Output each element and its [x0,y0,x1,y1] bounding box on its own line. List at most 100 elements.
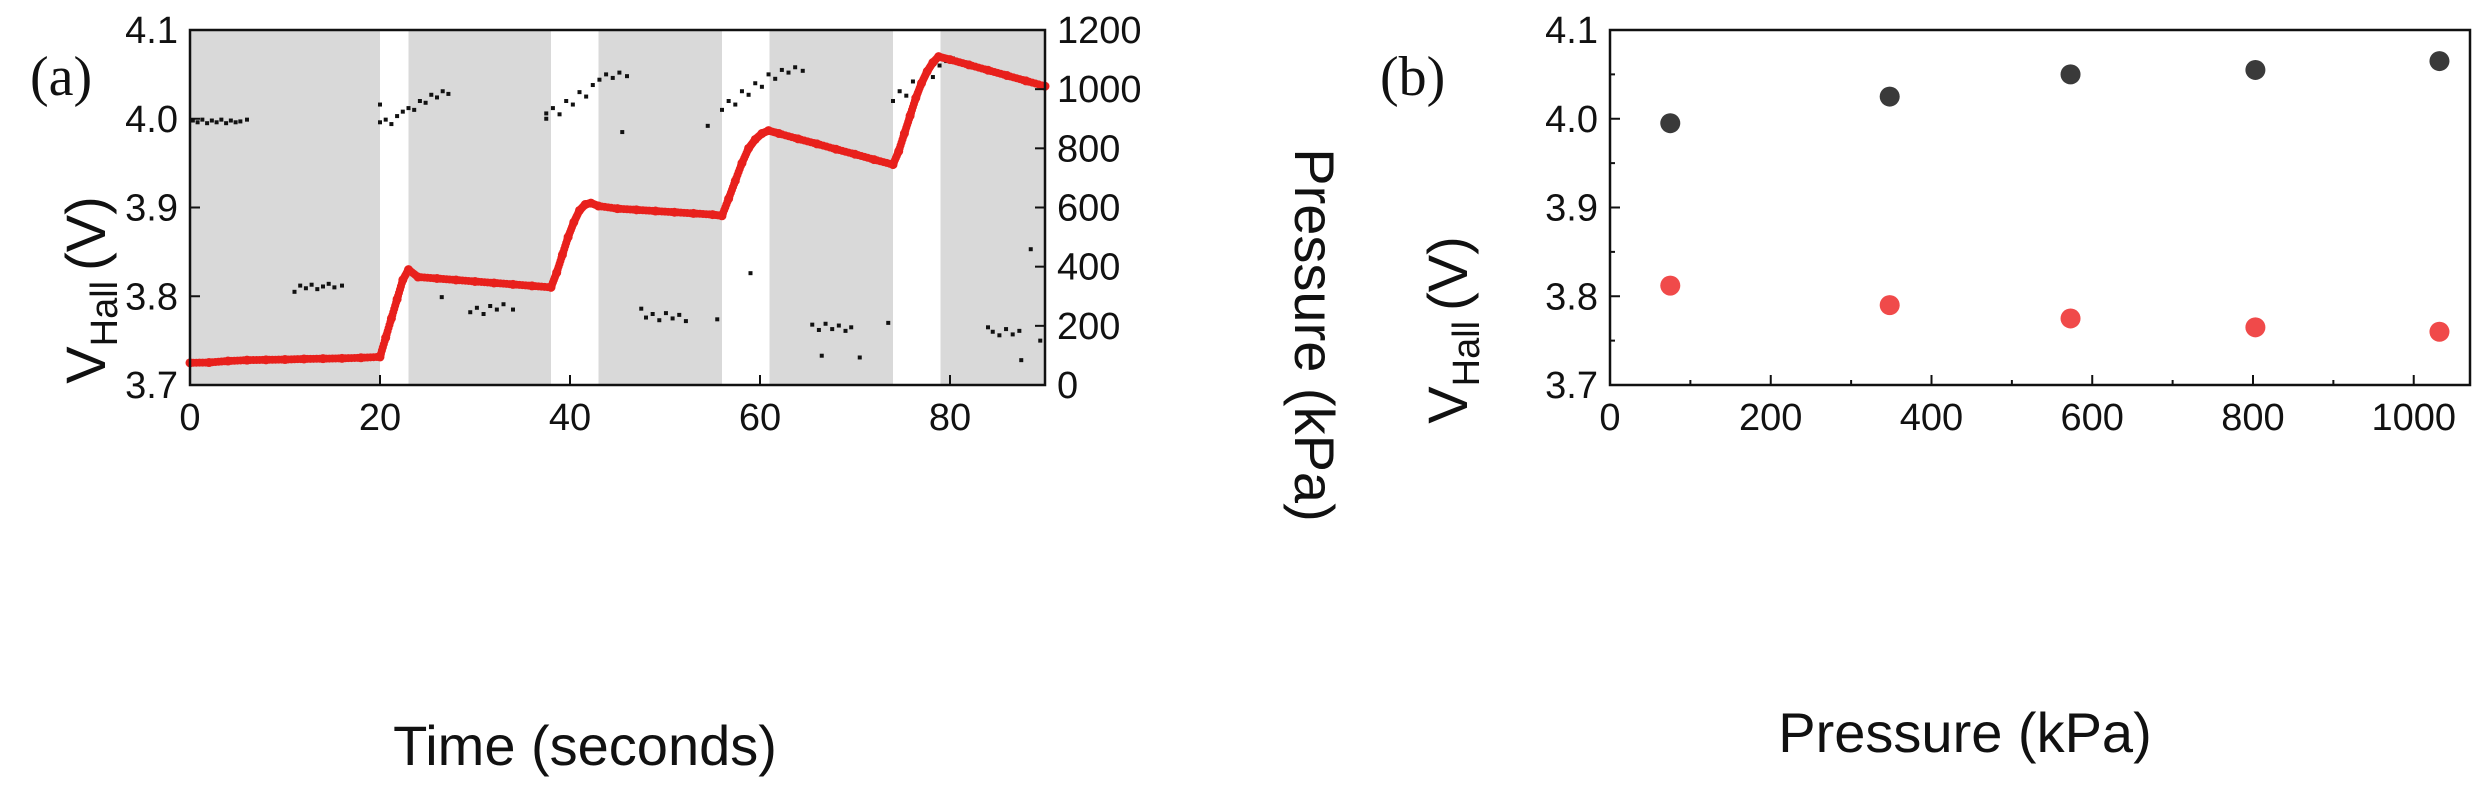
vhall-point [395,114,400,119]
vhall-point [1038,338,1043,343]
shaded-interval [769,30,893,385]
lower-marker [2245,317,2266,338]
pressure-trace [809,139,818,148]
vhall-point [570,102,575,107]
pressure-series [185,52,1050,368]
lower-marker [2060,308,2081,329]
vhall-point [819,353,824,358]
vhall-point [836,323,841,328]
vhall-point [544,116,549,121]
pressure-trace [220,357,229,366]
shaded-interval [940,30,1045,385]
vhall-point [886,320,891,325]
vhall-point [683,319,688,324]
vhall-point [748,271,753,276]
vhall-point [245,117,249,122]
x-axis-label-a: Time (seconds) [393,714,777,777]
vhall-point [195,120,200,125]
vhall-point [849,325,854,330]
vhall-point [228,118,233,123]
x-axis-label-b: Pressure (kPa) [1778,701,2151,764]
vhall-point [309,282,314,287]
pressure-trace [610,204,619,213]
vhall-point [412,107,417,112]
vhall-point [810,322,815,327]
vhall-point [891,99,895,103]
markers-b [1660,51,2450,342]
vhall-point [986,325,990,330]
vhall-point [733,102,738,107]
pressure-trace [448,275,457,284]
upper-marker [1879,86,1900,107]
vhall-point [897,89,902,94]
pressure-trace [334,354,343,363]
vhall-point [753,81,758,86]
vhall-point [597,77,602,82]
y-axis-label-a: VHall (V) [54,196,126,383]
vhall-point [389,122,394,127]
vhall-point [557,112,562,117]
y-tick-label: 3.7 [1545,365,1598,407]
vhall-point [378,102,382,107]
vhall-point [617,70,622,75]
vhall-point [590,83,595,88]
y2-tick-label: 0 [1057,365,1078,407]
x-tick-label: 400 [1900,397,1963,439]
y-tick-label: 3.9 [1545,188,1598,230]
vhall-point [474,305,479,310]
vhall-point [224,121,229,126]
vhall-point [610,75,615,80]
vhall-point [190,118,195,123]
vhall-point [400,109,405,114]
vhall-point [440,89,445,94]
vhall-point [584,94,589,99]
upper-marker [2245,59,2266,80]
vhall-point [315,287,320,292]
lower-marker [1660,275,1681,296]
vhall-point [501,302,506,307]
vhall-point [779,67,784,72]
vhall-point [715,317,720,322]
vhall-point [1028,247,1033,252]
pressure-trace [847,149,856,158]
vhall-point [663,311,668,316]
vhall-point [383,117,388,122]
vhall-point [644,315,648,320]
y-tick-label: 3.8 [125,276,178,318]
pressure-trace [961,60,970,69]
vhall-point [830,327,835,332]
vhall-point [423,100,428,105]
vhall-point [677,312,682,317]
vhall-point [997,333,1002,338]
pressure-trace [315,354,324,363]
y-label-sub-b: Hall [1446,321,1488,386]
vhall-point [857,355,862,360]
vhall-point [604,72,609,77]
y-tick-label: 3.9 [125,188,178,230]
shaded-interval [190,30,380,385]
vhall-point [990,329,995,334]
vhall-point [233,120,238,125]
x-tick-label: 80 [929,397,971,439]
y-tick-label: 4.1 [125,10,178,52]
pressure-trace [386,317,395,326]
y2-tick-label: 1200 [1057,10,1142,52]
x-tick-label: 20 [359,397,401,439]
upper-marker [2429,51,2450,72]
vhall-point [205,121,210,126]
vhall-point [793,65,798,70]
vhall-point [904,93,909,98]
y-ticks-b: 3.7 3.8 3.9 4.0 4.1 [1545,10,1620,407]
vhall-point [1019,358,1024,363]
x-tick-label: 1000 [2371,397,2456,439]
vhall-point [816,327,821,332]
vhall-point [332,285,337,290]
pressure-trace [392,298,401,307]
vhall-point [639,306,644,311]
pressure-trace [277,355,286,364]
pressure-trace [999,70,1008,79]
vhall-point [800,68,805,73]
pressure-trace [380,336,389,345]
y-tick-label: 3.7 [125,365,178,407]
